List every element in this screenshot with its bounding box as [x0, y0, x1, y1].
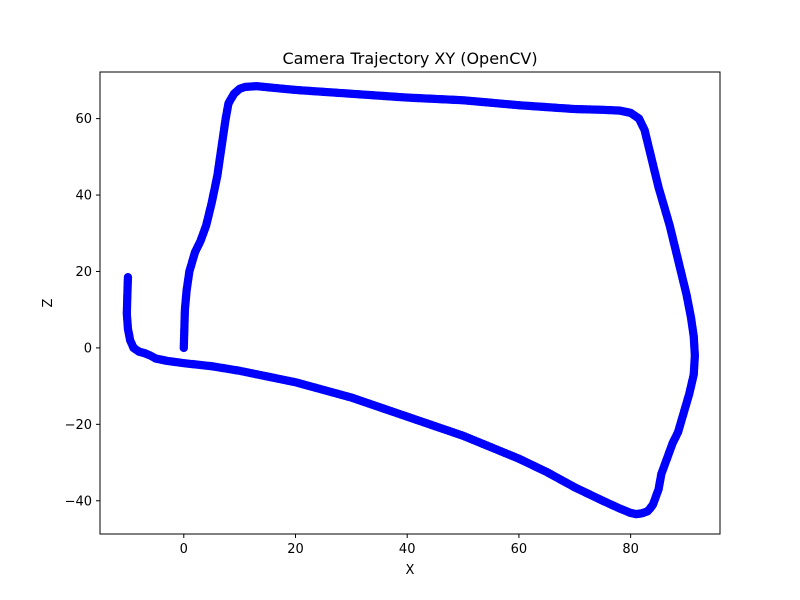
plot-area: [122, 81, 700, 519]
y-axis-label: Z: [41, 298, 56, 307]
x-axis-label: X: [406, 563, 415, 578]
x-tick-label: 40: [399, 542, 416, 557]
trajectory-point: [123, 273, 133, 282]
y-tick-label: 20: [75, 265, 92, 280]
axes-frame: [99, 71, 721, 535]
chart-title: Camera Trajectory XY (OpenCV): [282, 49, 537, 68]
x-tick-label: 20: [287, 542, 304, 557]
y-tick-label: −40: [65, 494, 92, 509]
x-tick-label: 80: [622, 542, 639, 557]
x-tick-label: 60: [511, 542, 528, 557]
x-axis: 0 20 40 60 80: [180, 534, 639, 557]
y-tick-label: 40: [75, 189, 92, 204]
x-tick-label: 0: [180, 542, 188, 557]
y-axis: −40 −20 0 20 40 60: [65, 112, 100, 509]
y-tick-label: 0: [84, 341, 92, 356]
y-tick-label: 60: [75, 112, 92, 127]
y-tick-label: −20: [65, 418, 92, 433]
